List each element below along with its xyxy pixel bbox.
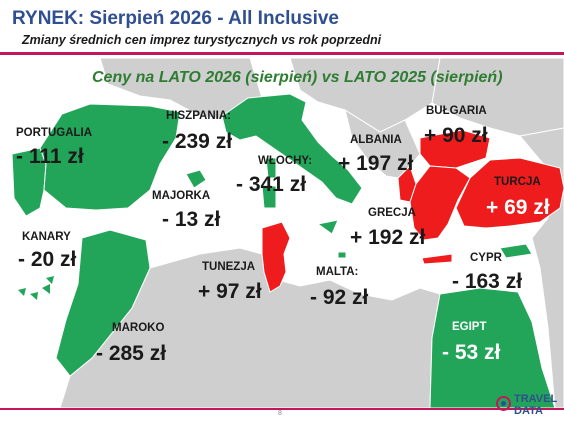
label-greece: GRECJA: [368, 207, 416, 219]
land-canary-2: [30, 292, 38, 300]
label-canary: KANARY: [22, 231, 71, 243]
value-spain: - 239 zł: [162, 130, 233, 153]
land-mallorca: [185, 169, 207, 189]
label-egypt: EGIPT: [452, 321, 487, 333]
value-bulgaria: + 90 zł: [424, 124, 488, 147]
mediterranean-map: [0, 58, 564, 408]
land-corsica: [265, 157, 277, 179]
land-sicily: [316, 219, 339, 235]
land-canary-1: [18, 288, 26, 296]
page-number: 8: [278, 410, 282, 417]
land-greece: [409, 165, 471, 241]
land-crete: [421, 253, 453, 265]
land-tunisia: [261, 221, 291, 293]
value-turkey: + 69 zł: [486, 196, 550, 219]
label-spain: HISZPANIA:: [166, 110, 231, 122]
value-mallorca: - 13 zł: [162, 208, 221, 231]
land-canary-3: [42, 284, 50, 294]
land-ukraine: [431, 58, 564, 137]
label-tunisia: TUNEZJA: [202, 261, 256, 273]
footer-rule: [0, 408, 564, 410]
value-morocco: - 285 zł: [96, 342, 167, 365]
logo-line2: DATA: [514, 405, 543, 417]
land-cyprus: [499, 243, 533, 259]
page-title: RYNEK: Sierpień 2026 - All Inclusive: [12, 8, 339, 29]
map-heading: Ceny na LATO 2026 (sierpień) vs LATO 202…: [92, 69, 503, 86]
value-canary: - 20 zł: [18, 248, 77, 271]
label-cyprus: CYPR: [470, 252, 502, 264]
label-italy: WŁOCHY:: [258, 155, 313, 167]
value-greece: + 192 zł: [350, 226, 426, 249]
value-italy: - 341 zł: [236, 173, 307, 196]
value-malta: - 92 zł: [310, 286, 369, 309]
land-bulgaria: [419, 129, 491, 169]
land-italy: [221, 93, 363, 205]
page-subtitle: Zmiany średnich cen imprez turystycznych…: [22, 33, 382, 47]
label-morocco: MAROKO: [112, 322, 165, 334]
label-albania: ALBANIA: [350, 134, 402, 146]
value-cyprus: - 163 zł: [452, 270, 523, 293]
land-morocco: [55, 229, 151, 377]
land-malta: [337, 251, 347, 259]
land-spain: [39, 103, 181, 211]
value-albania: + 197 zł: [338, 152, 414, 175]
label-mallorca: MAJORKA: [152, 190, 211, 202]
logo-dot-icon: [501, 401, 506, 406]
land-egypt: [429, 287, 556, 408]
label-bulgaria: BUŁGARIA: [426, 105, 487, 117]
land-turkey: [455, 157, 564, 229]
logo-ring-icon: [496, 396, 511, 411]
value-egypt: - 53 zł: [442, 341, 501, 364]
header-rule: [0, 52, 564, 55]
label-turkey: TURCJA: [494, 176, 541, 188]
travel-data-logo: TRAVEL DATA: [494, 392, 560, 420]
value-portugal: - 111 zł: [16, 145, 84, 168]
value-tunisia: + 97 zł: [198, 280, 262, 303]
land-sardinia: [261, 185, 277, 209]
land-france: [99, 58, 263, 121]
land-canary-4: [46, 276, 54, 284]
land-north-africa: [59, 247, 441, 408]
label-portugal: PORTUGALIA: [16, 127, 93, 139]
label-malta: MALTA:: [316, 266, 359, 278]
logo-line1: TRAVEL: [514, 393, 558, 405]
